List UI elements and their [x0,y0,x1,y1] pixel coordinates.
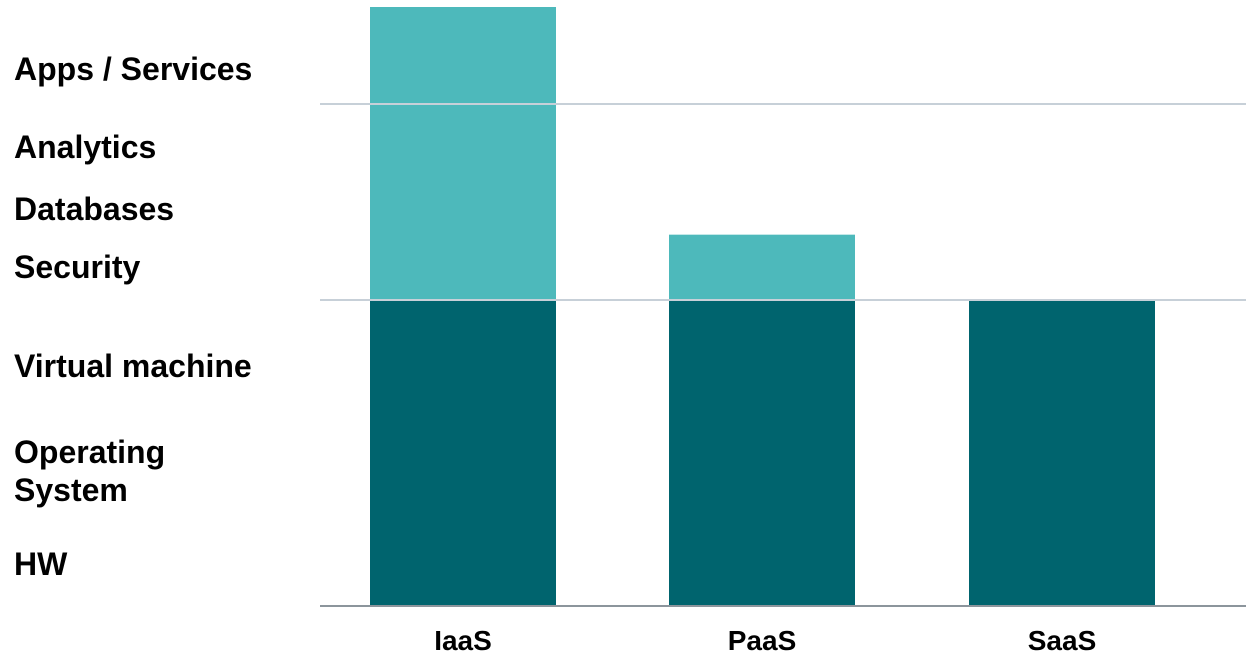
bar-saas-segment-0 [969,300,1155,606]
row-label-hw: HW [14,546,68,582]
row-labels: Apps / Services Analytics Databases Secu… [14,51,252,582]
category-label-iaas: IaaS [434,625,492,656]
bar-paas-segment-1 [669,234,855,300]
row-label-analytics: Analytics [14,129,156,165]
category-label-saas: SaaS [1028,625,1097,656]
row-label-virtual-machine: Virtual machine [14,348,252,384]
category-labels: IaaS PaaS SaaS [434,625,1096,656]
bar-iaas-segment-1 [370,7,556,300]
bar-paas-segment-0 [669,300,855,606]
row-label-security: Security [14,249,140,285]
gridlines [320,103,1246,301]
bar-iaas-segment-0 [370,300,556,606]
row-label-operating-system-line: System [14,472,128,508]
category-label-paas: PaaS [728,625,797,656]
row-label-operating-system: Operating System [14,434,165,508]
bars [370,7,1155,606]
row-label-apps-services: Apps / Services [14,51,252,87]
row-label-operating-system-line: Operating [14,434,165,470]
row-label-databases: Databases [14,191,174,227]
